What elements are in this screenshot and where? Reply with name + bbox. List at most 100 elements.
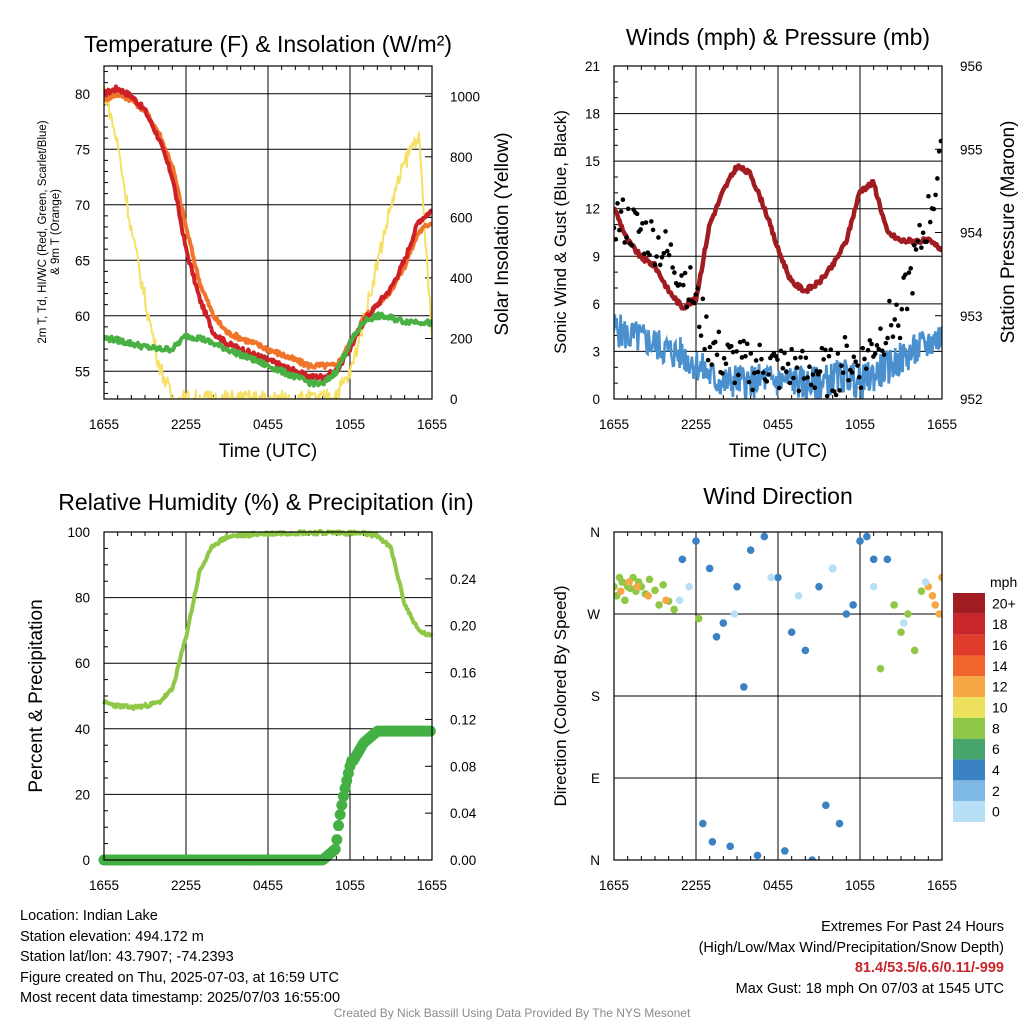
gust-point [640,221,645,226]
colorbar-label: 2 [992,783,1000,799]
gust-point [894,302,899,308]
gust-point [800,348,805,354]
y-tick-label: 21 [585,59,600,74]
y-axis-label-line-2: & 9m T (Orange) [50,189,62,275]
gust-point [792,355,798,361]
gust-point [617,227,622,233]
gust-point [908,266,914,271]
x-tick-label: 0455 [763,417,793,432]
direction-point [910,646,919,655]
direction-point [787,628,796,637]
gust-point [661,250,667,256]
colorbar-label: 12 [992,679,1008,695]
gust-point [721,355,727,361]
gust-point [730,349,736,355]
x-tick-label: 1655 [89,417,119,432]
direction-point [774,573,782,582]
gust-point [643,220,649,225]
direction-point [899,619,908,627]
gust-point [821,357,826,362]
y2-tick-label: 0.24 [450,572,477,587]
x-axis-label: Time (UTC) [219,441,318,462]
colorbar-label: 4 [992,762,1000,778]
y-tick-label: 60 [75,656,90,671]
panel-3: Relative Humidity (%) & Precipitation (i… [26,489,477,893]
x-tick-label: 2255 [171,878,201,893]
gust-point [851,354,857,360]
gust-point [844,343,850,349]
y-axis-label: Direction (Colored By Speed) [551,585,570,806]
direction-point [662,596,670,605]
y-tick-label: 80 [75,591,90,606]
y2-tick-label: 800 [450,150,473,165]
y2-tick-label: 956 [960,59,983,74]
gust-point [924,239,929,245]
direction-point [794,591,803,600]
gust-point [622,240,627,245]
gust-point [837,388,842,393]
direction-point [685,582,693,591]
y-tick-label: 100 [67,525,90,540]
direction-point [719,619,728,627]
direction-point [726,842,734,851]
gust-point [776,385,782,391]
gust-point [614,236,619,242]
direction-point [938,573,942,582]
gust-point [911,243,917,248]
gust-point [878,326,883,331]
y-tick-label: 40 [75,722,90,737]
direction-point [928,591,937,600]
gust-point [663,229,668,234]
gust-point [752,370,757,376]
direction-point [869,555,878,564]
gust-point [931,206,937,212]
colorbar-label: 16 [992,637,1008,653]
gust-point [853,359,858,364]
gust-point [654,254,659,259]
gust-point [677,282,683,287]
gust-point [686,297,691,303]
colorbar-swatch [953,759,985,781]
x-tick-label: 1655 [599,878,629,893]
plot-border [103,65,433,400]
direction-point [835,819,844,828]
gust-point [624,235,629,240]
precipitation-point [334,809,346,821]
latlon-text: Station lat/lon: 43.7907; -74.2393 [20,949,234,966]
x-tick-label: 1655 [417,417,447,432]
y2-tick-label: 953 [960,309,983,324]
gust-point [638,227,643,232]
gust-point [872,351,878,357]
gust-point [789,346,794,352]
gust-point [933,192,938,198]
gust-point [739,355,745,360]
gust-point [888,322,894,328]
direction-point [694,614,703,623]
gust-point [798,355,803,360]
colorbar-swatch [953,697,985,718]
gust-point [890,334,896,340]
direction-point [645,575,654,584]
gust-point [712,339,718,345]
gust-point [775,357,780,362]
direction-point [863,532,871,541]
direction-point [897,628,905,637]
gust-point [919,245,924,250]
gust-point [736,372,741,378]
direction-point [740,683,748,691]
y-tick-label: N [590,853,600,868]
gust-point [755,369,761,375]
figure-created-text: Figure created on Thu, 2025-07-03, at 16… [20,969,339,986]
y-tick-label: 75 [75,142,90,157]
gust-point [649,219,654,224]
gust-point [748,351,754,356]
y-tick-label: 20 [75,787,90,802]
colorbar-swatch [953,717,985,739]
direction-point [614,582,618,591]
gust-point [732,380,738,386]
gust-point [665,248,670,254]
gust-point [874,343,880,348]
colorbar-title: mph [990,574,1017,590]
panel-2: Winds (mph) & Pressure (mb) 1655 2255 0455 1… [551,24,1019,462]
gust-point [734,349,739,354]
